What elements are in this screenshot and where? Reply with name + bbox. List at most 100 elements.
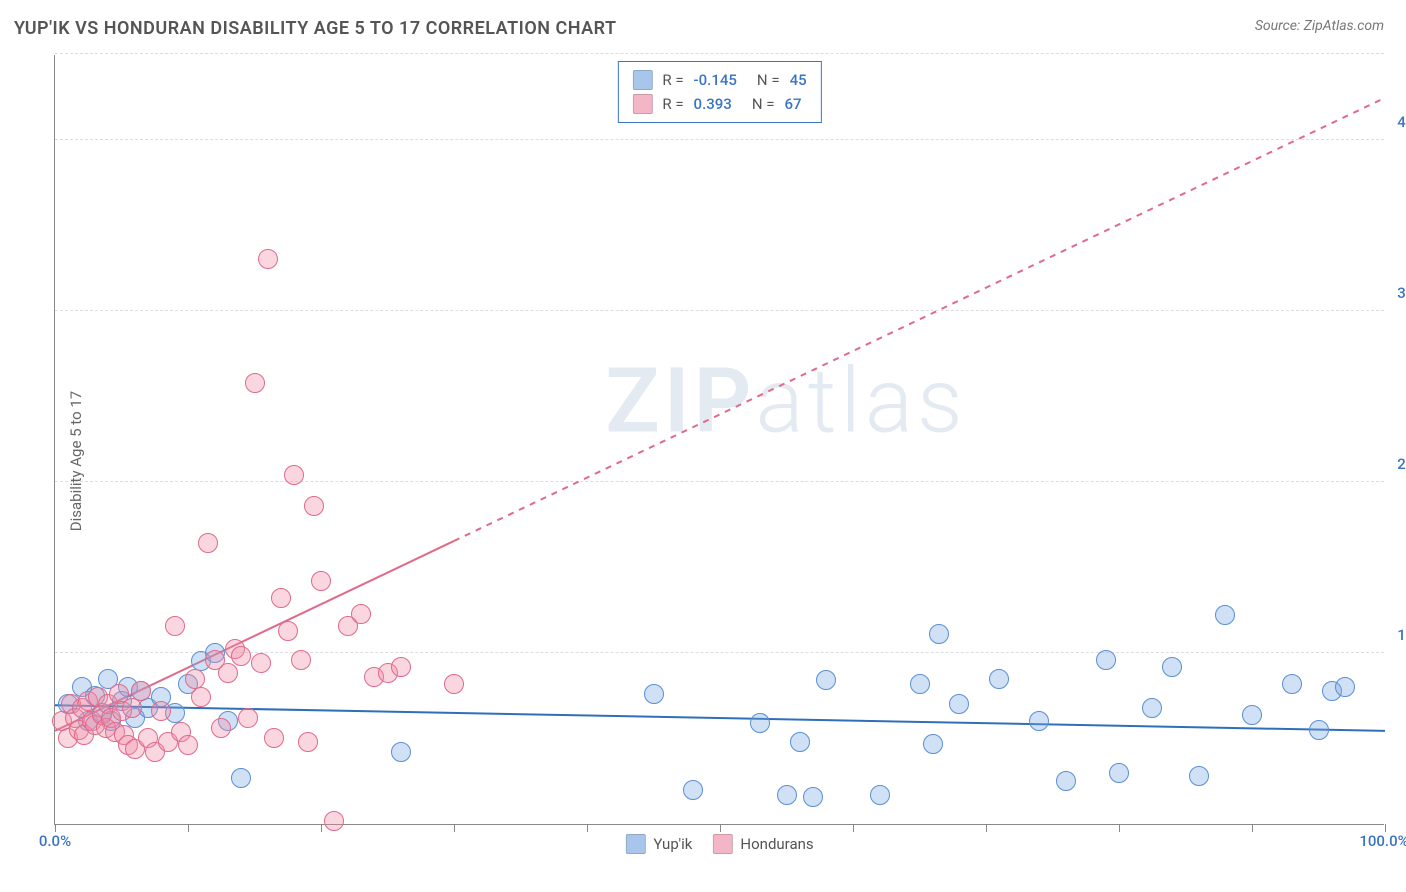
scatter-point <box>1242 705 1262 725</box>
scatter-point <box>1142 698 1162 718</box>
watermark: ZIPatlas <box>605 349 966 454</box>
scatter-point <box>929 624 949 644</box>
scatter-point <box>1335 677 1355 697</box>
scatter-point <box>198 533 218 553</box>
scatter-point <box>1109 763 1129 783</box>
scatter-point <box>245 373 265 393</box>
scatter-point <box>816 670 836 690</box>
scatter-point <box>304 496 324 516</box>
gridline <box>55 139 1384 140</box>
watermark-rest: atlas <box>755 349 966 454</box>
scatter-point <box>278 621 298 641</box>
scatter-point <box>803 787 823 807</box>
series-legend: Yup'ik Hondurans <box>625 834 813 854</box>
scatter-point <box>391 742 411 762</box>
x-tick <box>986 824 987 832</box>
scatter-point <box>644 684 664 704</box>
gridline <box>55 652 1384 653</box>
source-name: ZipAtlas.com <box>1304 18 1384 34</box>
stats-row: R = 0.393 N = 67 <box>632 92 806 116</box>
scatter-point <box>989 669 1009 689</box>
stat-r-label: R = <box>662 71 683 89</box>
scatter-point <box>1056 771 1076 791</box>
scatter-point <box>258 249 278 269</box>
source-attribution: Source: ZipAtlas.com <box>1255 18 1384 34</box>
x-tick <box>1119 824 1120 832</box>
scatter-point <box>1029 711 1049 731</box>
x-tick <box>853 824 854 832</box>
stat-r-label: R = <box>662 95 683 113</box>
scatter-point <box>324 811 344 831</box>
x-tick <box>454 824 455 832</box>
scatter-point <box>178 735 198 755</box>
scatter-point <box>238 708 258 728</box>
scatter-point <box>391 657 411 677</box>
scatter-point <box>923 734 943 754</box>
x-axis-min-label: 0.0% <box>39 832 71 850</box>
legend-swatch <box>632 70 652 90</box>
trend-line-dashed <box>454 98 1385 541</box>
scatter-point <box>750 713 770 733</box>
scatter-point <box>910 674 930 694</box>
gridline <box>55 53 1384 54</box>
stat-r-value: -0.145 <box>694 71 737 89</box>
legend-swatch <box>625 834 645 854</box>
scatter-point <box>298 732 318 752</box>
scatter-point <box>1096 650 1116 670</box>
gridline <box>55 310 1384 311</box>
x-axis-max-label: 100.0% <box>1359 832 1406 850</box>
y-tick-label: 10.0% <box>1397 626 1406 644</box>
scatter-point <box>251 653 271 673</box>
scatter-point <box>1282 674 1302 694</box>
scatter-point <box>790 732 810 752</box>
y-tick-label: 20.0% <box>1397 455 1406 473</box>
scatter-point <box>165 616 185 636</box>
scatter-point <box>777 785 797 805</box>
scatter-plot: ZIPatlas R = -0.145 N = 45 R = 0.393 N =… <box>54 55 1384 825</box>
scatter-point <box>211 718 231 738</box>
scatter-point <box>444 674 464 694</box>
scatter-point <box>122 698 142 718</box>
scatter-point <box>284 465 304 485</box>
scatter-point <box>949 694 969 714</box>
scatter-point <box>311 571 331 591</box>
legend-swatch <box>712 834 732 854</box>
scatter-point <box>1162 657 1182 677</box>
legend-label: Hondurans <box>740 835 813 853</box>
stat-n-value: 45 <box>790 71 807 89</box>
scatter-point <box>191 687 211 707</box>
stat-n-value: 67 <box>784 95 801 113</box>
stats-legend: R = -0.145 N = 45 R = 0.393 N = 67 <box>617 61 821 123</box>
scatter-point <box>291 650 311 670</box>
x-tick <box>55 824 56 832</box>
legend-item: Yup'ik <box>625 834 692 854</box>
x-tick <box>587 824 588 832</box>
legend-label: Yup'ik <box>653 835 692 853</box>
legend-item: Hondurans <box>712 834 813 854</box>
stats-row: R = -0.145 N = 45 <box>632 68 806 92</box>
scatter-point <box>231 768 251 788</box>
x-tick <box>720 824 721 832</box>
watermark-bold: ZIP <box>605 349 755 454</box>
scatter-point <box>151 701 171 721</box>
scatter-point <box>1309 720 1329 740</box>
gridline <box>55 481 1384 482</box>
scatter-point <box>218 663 238 683</box>
stat-n-label: N = <box>752 95 775 113</box>
y-tick-label: 30.0% <box>1397 284 1406 302</box>
scatter-point <box>1215 605 1235 625</box>
stat-r-value: 0.393 <box>694 95 732 113</box>
stat-n-label: N = <box>757 71 780 89</box>
scatter-point <box>185 669 205 689</box>
x-tick <box>188 824 189 832</box>
scatter-point <box>1189 766 1209 786</box>
x-tick <box>321 824 322 832</box>
scatter-point <box>870 785 890 805</box>
scatter-point <box>351 604 371 624</box>
x-tick <box>1385 824 1386 832</box>
scatter-point <box>131 681 151 701</box>
x-tick <box>1252 824 1253 832</box>
scatter-point <box>271 588 291 608</box>
scatter-point <box>264 728 284 748</box>
scatter-point <box>683 780 703 800</box>
